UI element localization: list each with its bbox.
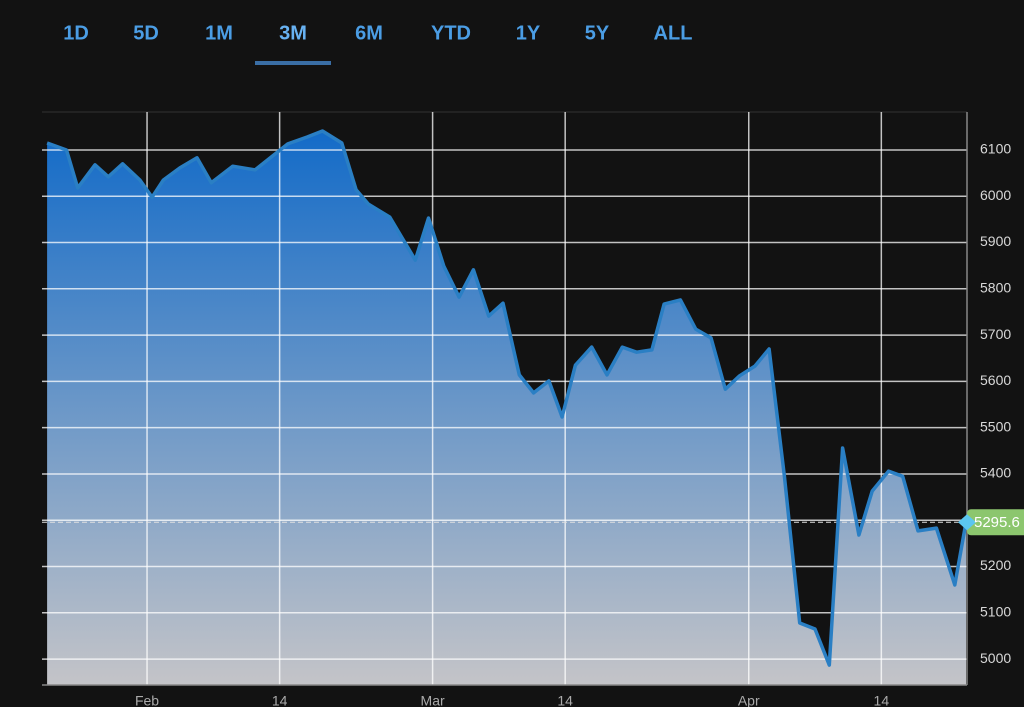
range-tab[interactable]: 1M: [205, 22, 233, 44]
range-tab[interactable]: YTD: [431, 22, 471, 44]
last-value-badge: [967, 509, 1024, 536]
range-tab[interactable]: 1D: [63, 22, 89, 44]
x-tick-label: Apr: [738, 693, 760, 707]
chart: 5000510052005300540055005600570058005900…: [42, 111, 1024, 707]
y-tick-label: 5500: [980, 418, 1011, 434]
y-tick-label: 5200: [980, 557, 1011, 573]
y-tick-label: 5100: [980, 603, 1011, 619]
range-tab[interactable]: ALL: [654, 22, 693, 44]
x-tick-label: Feb: [135, 693, 159, 707]
y-tick-label: 5800: [980, 280, 1011, 296]
range-tab[interactable]: 3M: [279, 22, 307, 44]
y-tick-label: 5400: [980, 465, 1011, 481]
price-line: [46, 129, 968, 667]
y-tick-label: 5000: [980, 650, 1011, 666]
range-tab[interactable]: 6M: [355, 22, 383, 44]
last-value-marker: [958, 514, 976, 531]
area-fill: [47, 131, 967, 685]
x-tick-label: 14: [272, 693, 288, 707]
range-tab[interactable]: 1Y: [516, 22, 541, 44]
range-tab[interactable]: 5D: [133, 22, 159, 44]
last-value-label: 5295.6: [974, 514, 1020, 531]
y-tick-label: 6000: [980, 187, 1011, 203]
x-tick-label: Mar: [421, 693, 445, 707]
x-tick-label: 14: [557, 693, 573, 707]
y-tick-label: 5700: [980, 326, 1011, 342]
y-tick-label: 5600: [980, 372, 1011, 388]
range-tab[interactable]: 5Y: [585, 22, 610, 44]
range-tabs: 1D 5D 1M 3M 6M YTD 1Y 5Y ALL: [63, 22, 692, 65]
active-tab-underline: [255, 61, 331, 65]
y-tick-label: 6100: [980, 141, 1011, 157]
x-tick-label: 14: [874, 693, 890, 707]
y-tick-label: 5900: [980, 233, 1011, 249]
